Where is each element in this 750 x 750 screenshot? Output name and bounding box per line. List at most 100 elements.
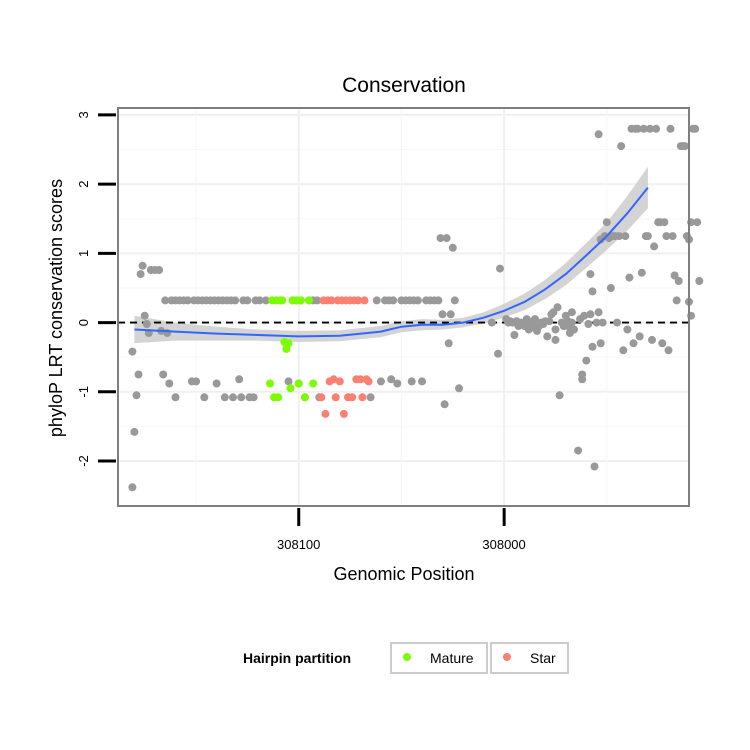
axis-layer: -2 -1 0 1 2 3 308100 308000 bbox=[76, 111, 526, 552]
other-point bbox=[524, 325, 533, 334]
other-point bbox=[670, 271, 679, 280]
other-point bbox=[643, 232, 652, 241]
y-tick-label: -1 bbox=[76, 386, 91, 398]
other-point bbox=[494, 349, 502, 358]
other-point bbox=[438, 310, 447, 319]
legend-mature-label: Mature bbox=[430, 650, 474, 666]
confidence-band bbox=[134, 166, 648, 344]
star-point bbox=[327, 296, 336, 305]
other-point bbox=[200, 393, 209, 402]
star-point bbox=[331, 393, 340, 402]
band-layer bbox=[134, 166, 648, 344]
other-point bbox=[594, 308, 603, 317]
chart-title: Conservation bbox=[342, 74, 466, 97]
star-point bbox=[348, 393, 357, 402]
other-point bbox=[574, 446, 583, 455]
other-point bbox=[584, 320, 593, 328]
other-point bbox=[313, 296, 322, 305]
other-point bbox=[666, 124, 675, 133]
other-point bbox=[619, 346, 628, 355]
other-point bbox=[555, 391, 564, 400]
points-layer bbox=[128, 124, 704, 492]
star-point bbox=[339, 409, 348, 418]
star-point bbox=[364, 377, 373, 386]
other-point bbox=[606, 284, 615, 292]
other-point bbox=[594, 130, 603, 139]
other-point bbox=[249, 393, 258, 402]
mature-point bbox=[296, 296, 305, 305]
other-point bbox=[155, 266, 164, 274]
other-point bbox=[450, 296, 459, 305]
other-point bbox=[586, 270, 595, 279]
other-point bbox=[212, 379, 221, 388]
star-point bbox=[356, 375, 365, 384]
y-axis-title: phyloP LRT conservation scores bbox=[46, 179, 66, 437]
other-point bbox=[376, 377, 385, 386]
other-point bbox=[531, 315, 539, 324]
other-point bbox=[440, 400, 449, 409]
other-point bbox=[602, 218, 611, 227]
other-point bbox=[592, 318, 601, 327]
other-point bbox=[136, 270, 145, 279]
other-point bbox=[220, 393, 229, 402]
other-point bbox=[563, 322, 572, 330]
y-tick-label: 3 bbox=[76, 111, 91, 118]
other-point bbox=[261, 296, 270, 305]
other-point bbox=[510, 331, 519, 339]
plot-panel bbox=[118, 108, 689, 506]
other-point bbox=[664, 346, 673, 355]
other-point bbox=[582, 356, 591, 365]
other-point bbox=[444, 339, 453, 348]
legend-star-label: Star bbox=[530, 650, 556, 666]
other-point bbox=[590, 462, 599, 471]
other-point bbox=[545, 317, 554, 326]
y-tick-label: 1 bbox=[76, 250, 91, 257]
y-tick-label: 2 bbox=[76, 180, 91, 187]
other-point bbox=[625, 273, 634, 282]
other-point bbox=[418, 377, 426, 386]
other-point bbox=[623, 325, 632, 334]
other-point bbox=[691, 124, 700, 133]
y-tick-label: -2 bbox=[76, 455, 91, 467]
other-point bbox=[132, 391, 141, 400]
other-point bbox=[255, 296, 264, 305]
legend-title: Hairpin partition bbox=[243, 650, 351, 666]
mature-point bbox=[305, 296, 313, 305]
other-point bbox=[553, 303, 562, 312]
other-point bbox=[588, 342, 597, 351]
other-point bbox=[662, 232, 671, 241]
other-point bbox=[436, 234, 445, 243]
other-point bbox=[586, 310, 595, 319]
other-point bbox=[639, 124, 648, 133]
other-point bbox=[171, 393, 180, 402]
other-point bbox=[635, 332, 644, 341]
mature-point bbox=[266, 379, 274, 388]
other-point bbox=[660, 218, 669, 227]
plot-border bbox=[117, 107, 690, 507]
other-point bbox=[551, 335, 560, 344]
other-point bbox=[366, 393, 375, 402]
other-point bbox=[130, 427, 139, 436]
other-point bbox=[629, 339, 638, 348]
star-point bbox=[317, 393, 326, 402]
other-point bbox=[140, 311, 149, 320]
other-point bbox=[598, 318, 607, 327]
other-point bbox=[161, 296, 170, 305]
other-point bbox=[652, 124, 661, 133]
other-point bbox=[413, 296, 422, 305]
mature-point bbox=[284, 339, 293, 348]
other-point bbox=[138, 261, 147, 270]
other-point bbox=[578, 375, 587, 384]
legend-mature-swatch bbox=[403, 653, 411, 661]
loess-smooth-line bbox=[134, 186, 649, 338]
star-point bbox=[321, 409, 330, 418]
other-point bbox=[672, 296, 681, 305]
other-point bbox=[693, 218, 702, 227]
other-point bbox=[407, 377, 416, 386]
other-point bbox=[621, 232, 630, 241]
other-point bbox=[680, 142, 689, 151]
star-point bbox=[335, 377, 344, 386]
other-point bbox=[142, 320, 151, 328]
mature-point bbox=[294, 379, 303, 388]
